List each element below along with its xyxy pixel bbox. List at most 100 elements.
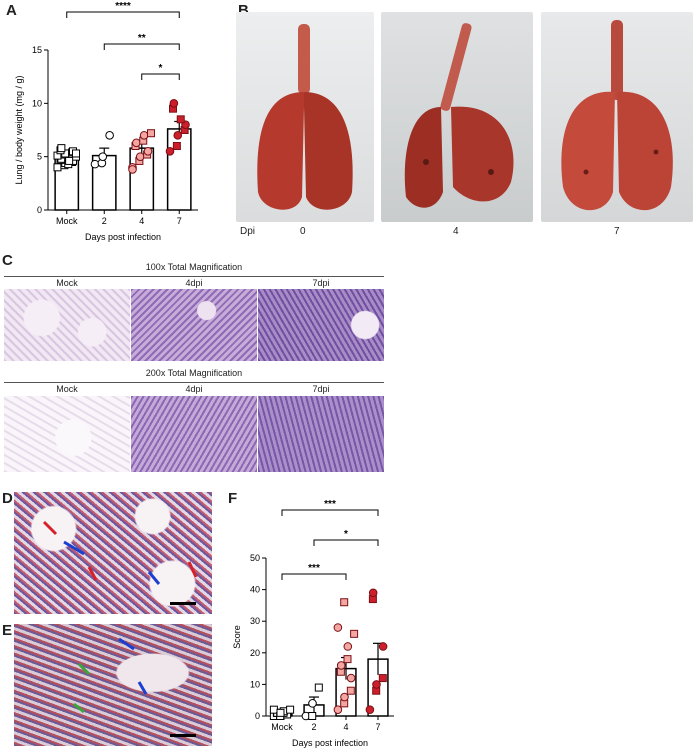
significance-bracket [66,11,180,18]
significance-bracket [281,509,379,516]
significance-bracket [281,573,347,580]
panel-letter-a: A [6,2,17,19]
data-point-7 [173,131,183,140]
histology-row1-label-7dpi: 7dpi [312,278,330,288]
data-point-4 [333,705,343,714]
micrograph-d [14,492,212,614]
histology-200x-4dpi [131,396,257,472]
data-point-7 [378,674,387,683]
x-tick-label-2: 2 [311,722,316,732]
data-point-2 [105,131,114,140]
histology-200x-mock [4,396,130,472]
significance-label: * [159,63,163,74]
panel-letter-f: F [228,490,238,507]
x-tick-label-4: 4 [343,722,348,732]
histology-row2-label-mock: Mock [56,384,78,394]
micrograph-d-arrows [42,520,198,605]
y-tick-label: 5 [37,152,42,162]
data-point-Mock [53,163,62,172]
lung-illustration-day4 [404,23,514,208]
histology-row1-label-mock: Mock [56,278,78,288]
dpi-label-day7: 7 [614,226,620,237]
panel-letter-c: C [2,252,13,269]
data-point-4 [128,165,137,174]
histology-row2-label-7dpi: 7dpi [312,384,330,394]
y-tick-label: 20 [250,648,260,658]
significance-bracket [141,73,180,80]
data-point-7 [372,680,381,689]
data-point-Mock [57,144,66,153]
y-tick-label: 10 [250,679,260,689]
data-point-4 [343,655,352,664]
y-axis-label: Score [232,625,242,649]
micrograph-e [14,624,212,746]
significance-label: *** [324,499,336,510]
data-point-4 [340,692,349,702]
histology-100x-4dpi [131,289,257,361]
data-point-2 [90,159,100,169]
data-point-7 [169,99,179,108]
data-point-4 [346,673,356,683]
gross-lung-photo-day4 [381,12,533,222]
data-point-4 [143,147,153,156]
histology-row1-title: 100x Total Magnification [145,262,243,272]
y-tick-label: 10 [32,98,42,108]
y-tick-label: 15 [32,45,42,55]
histology-200x-7dpi [258,396,384,472]
histology-row2-title: 200x Total Magnification [145,368,243,378]
significance-label: ** [138,33,146,44]
panel-letter-e: E [2,622,13,639]
lung-illustration-day0 [257,24,353,210]
significance-bracket [103,43,180,50]
panel-letter-b: B [238,2,249,19]
x-tick-label-7: 7 [375,722,380,732]
data-point-Mock [276,708,285,717]
data-point-4 [147,129,155,138]
x-axis-label: Days post infection [85,232,161,242]
y-tick-label: 30 [250,616,260,626]
data-point-4 [336,661,346,670]
histology-100x-mock [4,289,130,361]
significance-label: * [344,529,348,540]
data-point-4 [135,152,145,161]
dpi-axis-label: Dpi [240,226,256,237]
data-point-4 [340,598,349,607]
histology-row1-rule [4,276,384,277]
data-point-7 [176,115,185,124]
data-point-Mock [65,156,74,165]
significance-label: **** [115,1,131,12]
data-point-4 [333,623,343,632]
histology-row2-label-4dpi: 4dpi [185,384,203,394]
data-point-Mock [286,705,295,714]
data-point-4 [132,138,141,148]
data-point-2 [308,699,317,708]
dpi-label-day0: 0 [300,226,306,237]
x-tick-label-2: 2 [102,216,107,226]
data-point-4 [346,686,355,695]
data-point-2 [314,683,323,692]
panel-letter-d: D [2,490,13,507]
x-tick-label-4: 4 [139,216,144,226]
data-point-7 [365,705,375,714]
y-tick-label: 50 [250,553,260,563]
y-axis-label: Lung / body weight (mg / g) [14,75,24,184]
data-point-4 [139,131,149,140]
chart-pathology-score: 0 10 20 30 40 50 Score Days post infection Mock 2… [232,499,394,748]
significance-bracket [313,539,379,546]
y-tick-label: 40 [250,585,260,595]
data-point-7 [368,588,378,598]
x-tick-label-Mock: Mock [271,722,293,732]
data-point-Mock [72,149,80,158]
x-axis-label: Days post infection [292,738,368,748]
significance-label: *** [308,563,320,574]
data-point-7 [172,142,181,150]
x-tick-label-7: 7 [177,216,182,226]
y-tick-label: 0 [37,205,42,215]
micrograph-e-arrows [73,637,196,737]
histology-100x-7dpi [258,289,384,361]
y-tick-label: 0 [255,711,260,721]
x-tick-label-Mock: Mock [56,216,78,226]
data-point-7 [165,147,175,156]
data-point-2 [308,712,317,720]
data-point-4 [350,629,359,638]
